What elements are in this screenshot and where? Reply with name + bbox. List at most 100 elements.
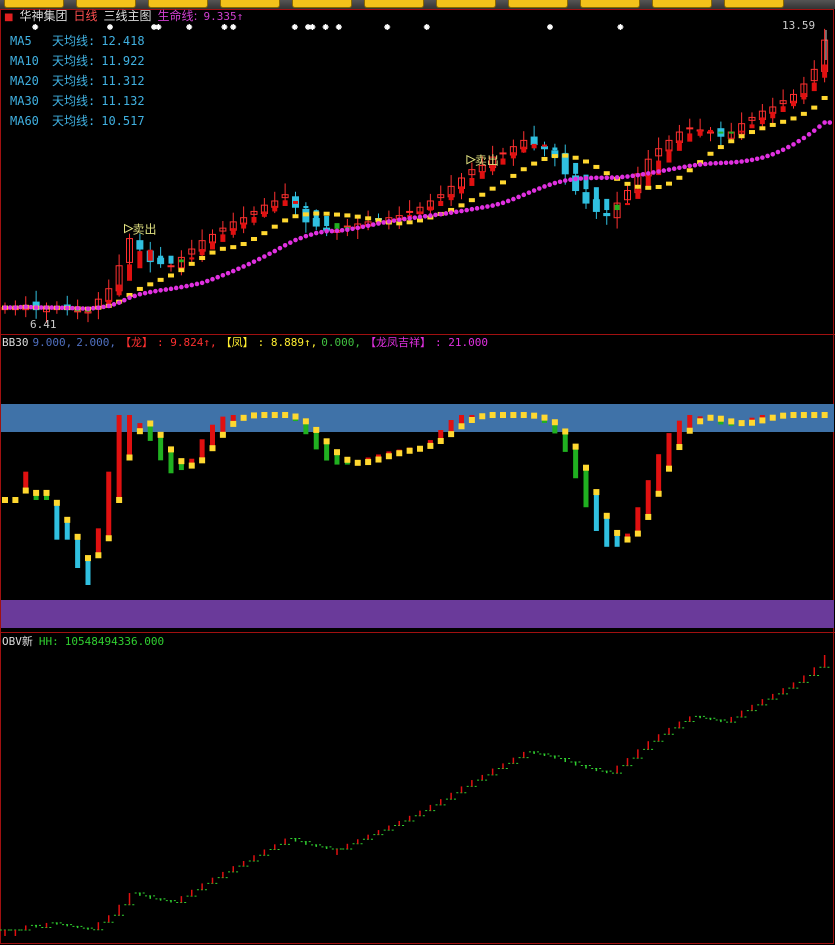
life-line-dot: [39, 305, 44, 310]
life-line-dot: [147, 289, 153, 295]
ma20-dot: [624, 181, 631, 186]
life-line-dot: [2, 305, 8, 310]
phoenix-bar: [510, 412, 517, 418]
ma-legend-item: MA20 天均线: 11.312: [10, 74, 145, 88]
ma20-dot: [271, 224, 278, 229]
life-line-dot: [329, 228, 335, 234]
dragon-bar: [324, 441, 330, 461]
ma20-dot: [375, 218, 382, 223]
phoenix-bar: [282, 412, 289, 418]
dragon-bar: [95, 528, 101, 556]
star-marker-icon: [155, 24, 162, 30]
toolbar-button[interactable]: [580, 0, 640, 8]
life-line-dot: [350, 226, 355, 232]
life-line-dot: [313, 230, 319, 236]
ma-label: 天均线:: [52, 114, 96, 128]
dragon-bar: [604, 515, 610, 547]
candle-body: [541, 146, 548, 150]
ribbon-bar: [625, 203, 630, 206]
life-line-dot: [262, 254, 267, 259]
dragon-bar: [334, 452, 340, 465]
life-line-dot: [59, 305, 65, 311]
ma20-dot: [634, 184, 641, 189]
toolbar-button[interactable]: [436, 0, 496, 8]
life-line-dot: [288, 240, 293, 245]
obv-header: OBV新 HH: 10548494336.000: [2, 635, 164, 649]
life-line-dot: [656, 169, 661, 174]
ma20-dot: [147, 282, 154, 287]
template-label[interactable]: 三线主图: [103, 9, 152, 23]
dragon-bar: [210, 424, 215, 449]
life-line-dot: [7, 305, 13, 310]
life-line-dot: [267, 251, 272, 257]
ribbon-bar: [427, 206, 433, 211]
phoenix-bar: [551, 419, 558, 426]
sell-signal-label: 卖出: [475, 154, 499, 168]
life-line-dot: [459, 208, 464, 214]
phoenix-label: 【凤】: [220, 336, 254, 349]
phoenix-bar: [157, 431, 164, 438]
phoenix-bar: [489, 412, 496, 418]
dragon-bar: [75, 536, 81, 568]
ma20-dot: [417, 218, 423, 223]
phoenix-bar: [728, 418, 735, 425]
life-line-dot: [13, 305, 18, 310]
obv-value: 10548494336.000: [64, 635, 165, 648]
ma20-dot: [759, 126, 766, 131]
phoenix-bar: [261, 412, 268, 418]
toolbar-button[interactable]: [148, 0, 208, 8]
life-line-dot: [583, 175, 589, 181]
phoenix-bar: [738, 420, 745, 427]
phoenix-bar: [541, 414, 548, 421]
candle-body: [655, 148, 663, 157]
period-label[interactable]: 日线: [73, 9, 98, 23]
toolbar-button[interactable]: [4, 0, 64, 8]
ma-label: 天均线:: [52, 54, 96, 68]
toolbar-button[interactable]: [724, 0, 784, 8]
life-line-dot: [54, 305, 60, 310]
life-line-dot: [282, 242, 288, 248]
phoenix-bar: [116, 497, 123, 503]
ribbon-bar: [448, 194, 454, 201]
sell-arrow-icon: [466, 154, 476, 165]
dragon-bar: [676, 420, 682, 448]
ma-name: MA10: [10, 54, 39, 68]
life-line-dot: [635, 172, 641, 178]
ribbon-bar: [261, 211, 267, 217]
ribbon-bar: [687, 133, 693, 142]
toolbar-button[interactable]: [364, 0, 424, 8]
toolbar-button[interactable]: [220, 0, 280, 8]
ribbon-bar: [272, 205, 278, 212]
life-line-dot: [111, 302, 117, 307]
obv-name: OBV新: [2, 635, 33, 648]
dragon-bar: [106, 471, 112, 539]
dragon-bar: [552, 422, 558, 434]
ma20-dot: [603, 171, 610, 176]
dragon-bar: [199, 439, 205, 461]
life-line-dot: [640, 171, 646, 177]
toolbar-button[interactable]: [76, 0, 136, 8]
toolbar-button[interactable]: [652, 0, 712, 8]
life-line-dot: [194, 281, 200, 287]
life-line-dot: [251, 259, 257, 264]
toolbar-button[interactable]: [292, 0, 352, 8]
phoenix-bar: [271, 412, 278, 418]
dragon-bar: [656, 454, 662, 494]
ma20-dot: [593, 164, 600, 169]
ribbon-bar: [801, 93, 807, 100]
candle-body: [250, 210, 258, 215]
phoenix-bar: [717, 415, 724, 422]
ma20-dot: [126, 292, 133, 297]
ma-label: 天均线:: [52, 94, 96, 108]
life-line-dot: [241, 264, 246, 269]
ribbon-bar: [593, 187, 599, 202]
stock-name: 华神集团: [19, 9, 68, 23]
toolbar-button[interactable]: [508, 0, 568, 8]
dragon-bar: [614, 532, 620, 547]
phoenix-bar: [417, 445, 423, 452]
life-line-dot: [391, 218, 397, 223]
life-line-dot: [827, 120, 833, 125]
phoenix-bar: [800, 412, 807, 418]
life-line-dot: [215, 274, 220, 280]
